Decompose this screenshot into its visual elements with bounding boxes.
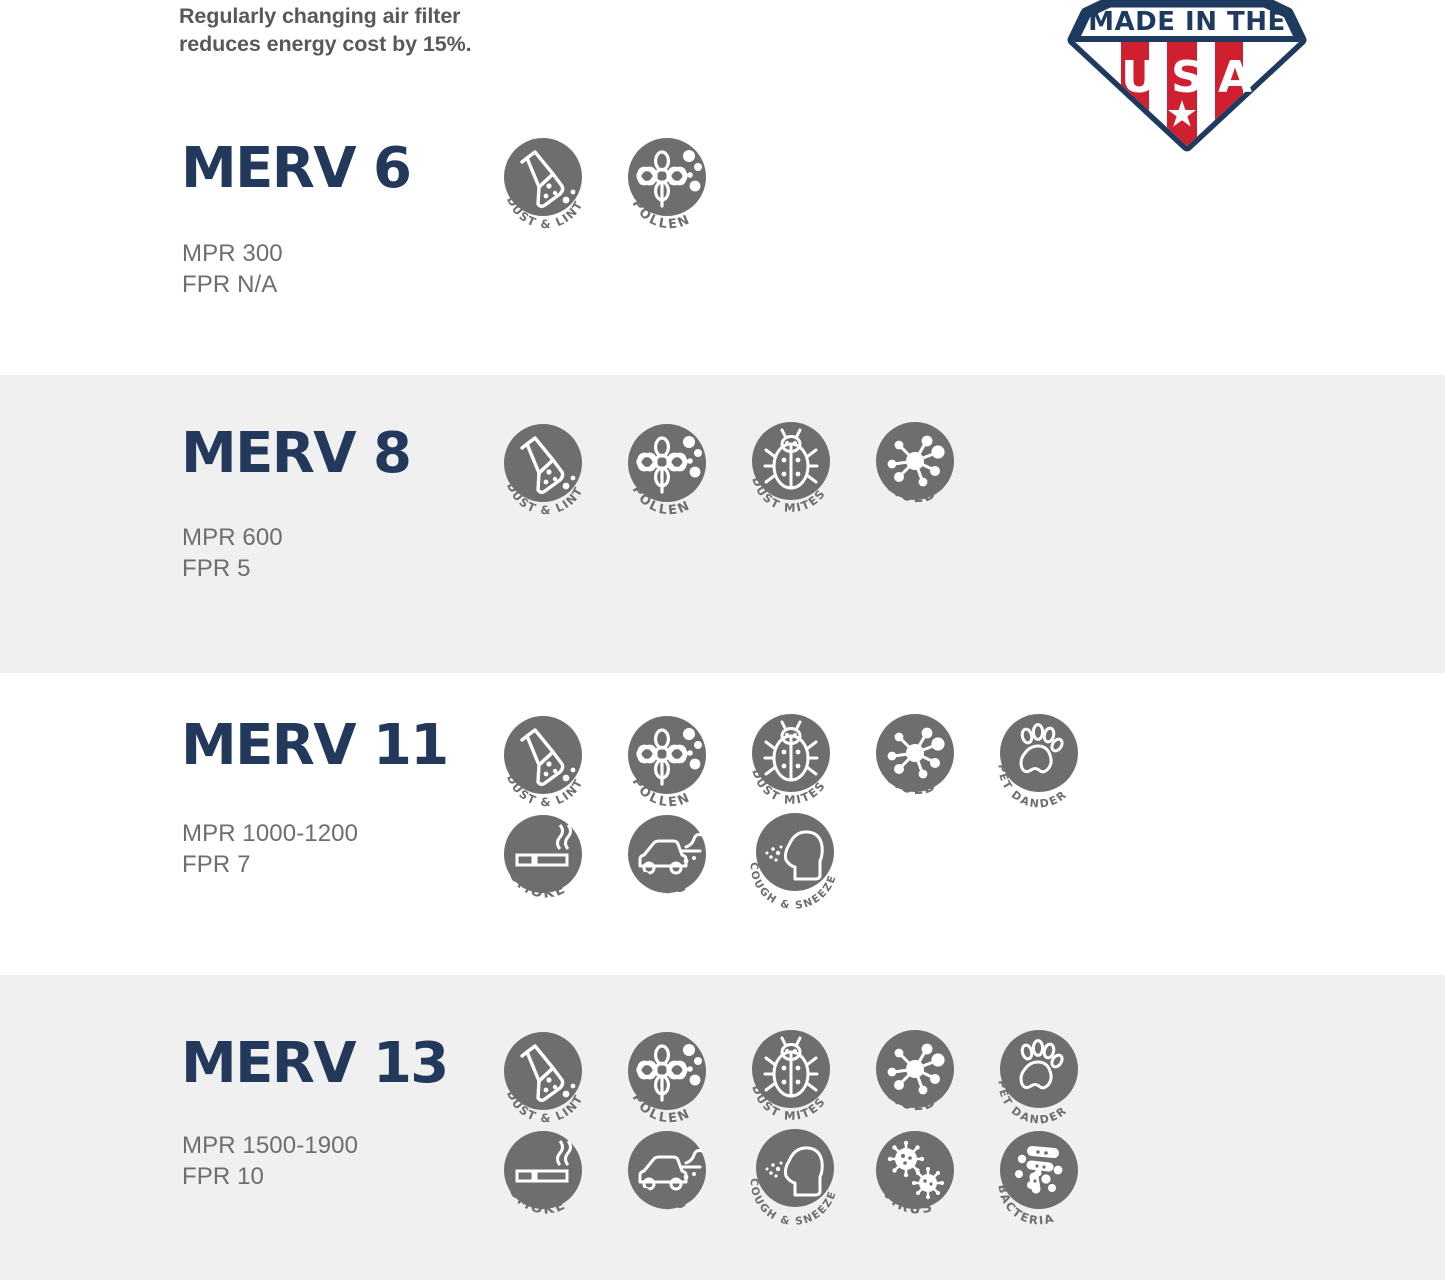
star-icon bbox=[1168, 100, 1196, 127]
merv-11-mpr: MPR 1000-1200 bbox=[182, 820, 359, 847]
cough-sneeze-icon: COUGH & SNEEZE bbox=[748, 1129, 837, 1228]
badge-pet-dander: PET DANDER bbox=[988, 712, 1112, 813]
badge-pollen: POLLEN bbox=[616, 712, 740, 813]
usa-letter-a: A bbox=[1218, 52, 1252, 103]
badge-cough-sneeze: COUGH & SNEEZE bbox=[740, 813, 864, 914]
badge-smoke: SMOKE bbox=[492, 813, 616, 914]
badge-dust-mites: DUST MITES bbox=[740, 1028, 864, 1129]
dust-mites-icon: DUST MITES bbox=[749, 1030, 830, 1123]
badge-virus: VIRUS bbox=[864, 1129, 988, 1230]
smoke-icon: SMOKE bbox=[504, 815, 582, 902]
merv-13-title: MERV 13 bbox=[181, 1031, 449, 1096]
merv-6-mpr: MPR 300 bbox=[182, 240, 283, 267]
merv-8-mpr: MPR 600 bbox=[182, 524, 283, 551]
dust-lint-icon: DUST & LINT bbox=[504, 138, 584, 231]
mold-icon: MOLD bbox=[876, 1030, 954, 1114]
pollen-icon: POLLEN bbox=[628, 1032, 706, 1126]
smoke-icon: SMOKE bbox=[504, 1131, 582, 1218]
badge-pollen: POLLEN bbox=[616, 1028, 740, 1129]
mold-icon: MOLD bbox=[876, 714, 954, 798]
band-merv-13 bbox=[0, 975, 1445, 1280]
merv-6-ratings: MPR 300 FPR N/A bbox=[182, 239, 283, 300]
merv-8-badge-grid: DUST & LINT POLLEN DUST MITES MOLD bbox=[492, 420, 1112, 521]
badge-dust-lint: DUST & LINT bbox=[492, 134, 616, 235]
merv-6-title: MERV 6 bbox=[181, 136, 412, 201]
badge-mold: MOLD bbox=[864, 712, 988, 813]
dust-lint-icon: DUST & LINT bbox=[504, 1032, 584, 1125]
merv-13-ratings: MPR 1500-1900 FPR 10 bbox=[182, 1131, 358, 1192]
usa-shield-icon: MADE IN THE U S A bbox=[1067, 0, 1307, 152]
merv-8-title: MERV 8 bbox=[181, 421, 412, 486]
merv-13-fpr: FPR 10 bbox=[182, 1162, 264, 1190]
badge-dust-lint: DUST & LINT bbox=[492, 420, 616, 521]
header-note-line-1: Regularly changing air filter bbox=[179, 4, 461, 28]
merv-11-ratings: MPR 1000-1200 FPR 7 bbox=[182, 819, 358, 880]
merv-8-ratings: MPR 600 FPR 5 bbox=[182, 523, 283, 584]
badge-smoke: SMOKE bbox=[492, 1129, 616, 1230]
merv-8-fpr: FPR 5 bbox=[182, 554, 251, 582]
pollen-icon: POLLEN bbox=[628, 138, 706, 232]
merv-11-badge-grid: DUST & LINT POLLEN DUST MITES MOLD PET D… bbox=[492, 712, 1132, 914]
badge-dust-lint: DUST & LINT bbox=[492, 1028, 616, 1129]
cough-sneeze-icon: COUGH & SNEEZE bbox=[748, 813, 837, 912]
header-note: Regularly changing air filter reduces en… bbox=[179, 2, 599, 58]
badge-dust-mites: DUST MITES bbox=[740, 712, 864, 813]
usa-badge-top-text: MADE IN THE bbox=[1088, 7, 1286, 37]
pollen-icon: POLLEN bbox=[628, 424, 706, 518]
badge-pet-dander: PET DANDER bbox=[988, 1028, 1112, 1129]
badge-mold: MOLD bbox=[864, 1028, 988, 1129]
merv-13-badge-grid: DUST & LINT POLLEN DUST MITES MOLD PET D… bbox=[492, 1028, 1132, 1230]
pollen-icon: POLLEN bbox=[628, 716, 706, 810]
smog-icon: SMOG bbox=[628, 1131, 706, 1213]
mold-icon: MOLD bbox=[876, 422, 954, 506]
pet-dander-icon: PET DANDER bbox=[995, 1030, 1078, 1127]
dust-lint-icon: DUST & LINT bbox=[504, 424, 584, 517]
badge-dust-lint: DUST & LINT bbox=[492, 712, 616, 813]
pet-dander-icon: PET DANDER bbox=[995, 714, 1078, 811]
smog-icon: SMOG bbox=[628, 815, 706, 897]
badge-smog: SMOG bbox=[616, 1129, 740, 1230]
made-in-the-usa-badge: MADE IN THE U S A bbox=[1063, 0, 1311, 152]
badge-pollen: POLLEN bbox=[616, 420, 740, 521]
header-note-line-2: reduces energy cost by 15%. bbox=[179, 32, 472, 56]
badge-cough-sneeze: COUGH & SNEEZE bbox=[740, 1129, 864, 1230]
merv-6-fpr: FPR N/A bbox=[182, 270, 278, 298]
usa-letter-s: S bbox=[1171, 52, 1203, 103]
merv-11-fpr: FPR 7 bbox=[182, 850, 251, 878]
badge-pollen: POLLEN bbox=[616, 134, 740, 235]
badge-mold: MOLD bbox=[864, 420, 988, 521]
badge-bacteria: BACTERIA bbox=[988, 1129, 1112, 1230]
dust-mites-icon: DUST MITES bbox=[749, 714, 830, 807]
merv-6-badge-grid: DUST & LINT POLLEN bbox=[492, 134, 992, 235]
badge-dust-mites: DUST MITES bbox=[740, 420, 864, 521]
band-merv-8 bbox=[0, 375, 1445, 673]
dust-mites-icon: DUST MITES bbox=[749, 422, 830, 515]
usa-letter-u: U bbox=[1121, 52, 1157, 103]
merv-13-mpr: MPR 1500-1900 bbox=[182, 1132, 359, 1159]
badge-smog: SMOG bbox=[616, 813, 740, 914]
dust-lint-icon: DUST & LINT bbox=[504, 716, 584, 809]
virus-icon: VIRUS bbox=[876, 1131, 954, 1218]
band-merv-11 bbox=[0, 673, 1445, 975]
merv-11-title: MERV 11 bbox=[181, 713, 449, 778]
bacteria-icon: BACTERIA bbox=[995, 1131, 1078, 1228]
